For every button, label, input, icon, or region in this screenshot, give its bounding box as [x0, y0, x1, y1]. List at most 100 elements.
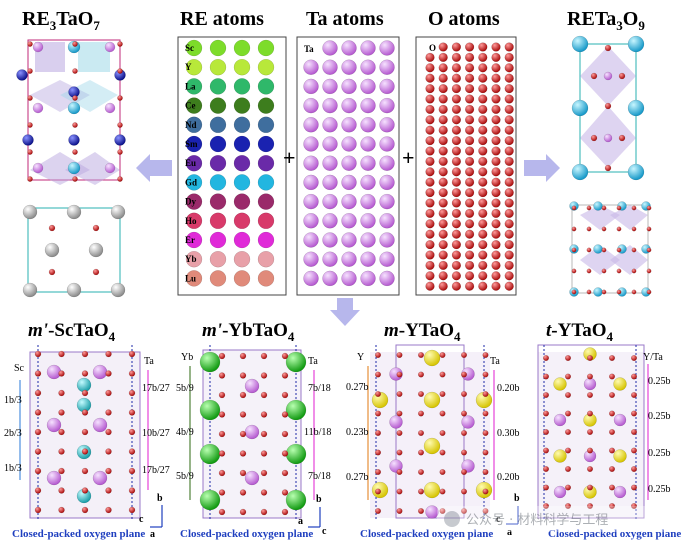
o-atom	[438, 250, 448, 260]
ta-atom	[461, 415, 475, 429]
o-atom	[504, 104, 514, 115]
re-atom	[257, 231, 275, 249]
re-atom	[571, 99, 589, 117]
ta-atom	[341, 117, 357, 133]
panel-1-caption: Closed-packed oxygen plane	[12, 528, 145, 540]
o-atom	[34, 370, 42, 377]
o-atom	[504, 156, 514, 167]
o-atom	[586, 247, 592, 253]
o-atom	[601, 268, 607, 274]
o-atom	[34, 448, 42, 455]
re-atom	[233, 193, 251, 210]
o-atom	[543, 484, 550, 491]
o-atom	[425, 73, 435, 83]
ta-atom	[341, 213, 357, 229]
o-atom	[438, 125, 448, 135]
o-atom	[465, 156, 475, 167]
ta-atom	[303, 117, 319, 133]
o-atom	[375, 469, 382, 476]
o-atom	[565, 392, 572, 399]
ta-atom	[46, 417, 62, 433]
re-atom	[285, 351, 307, 373]
ta-atom	[613, 413, 627, 427]
o-atom	[543, 503, 550, 510]
o-atom	[504, 177, 514, 187]
o-atom	[465, 115, 475, 125]
o-atom	[609, 392, 616, 399]
o-atom	[92, 224, 100, 232]
ta-atom	[389, 415, 403, 429]
re-atom	[209, 78, 227, 95]
o-atom	[504, 219, 514, 229]
panel-4-re-label: Y/Ta	[643, 352, 663, 363]
re-atom	[185, 39, 203, 57]
ta-atom	[379, 251, 395, 267]
ta-atom	[303, 213, 319, 229]
o-atom	[239, 372, 247, 379]
o-atom	[631, 447, 638, 454]
o-atom	[491, 63, 501, 73]
o-atom	[491, 250, 501, 260]
o-atom	[128, 487, 136, 494]
ta-atom	[379, 174, 395, 191]
re-atom	[553, 377, 567, 391]
o-atom	[504, 208, 514, 219]
o-atom	[465, 177, 475, 187]
o-atom	[396, 352, 403, 359]
o-atom	[565, 355, 572, 362]
ta-atom	[379, 59, 395, 75]
o-atom	[451, 260, 462, 271]
o-atom	[260, 450, 268, 457]
o-atom	[631, 410, 638, 417]
o-atom	[281, 391, 289, 399]
re-atom	[16, 69, 28, 81]
o-atom	[504, 94, 514, 104]
o-atom	[618, 134, 626, 142]
o-atom	[504, 271, 514, 281]
o-atom	[128, 506, 136, 514]
o-atom	[478, 73, 488, 83]
o-atom	[239, 450, 247, 457]
o-atom	[478, 260, 488, 271]
o-atom	[27, 41, 33, 47]
o-atom	[587, 392, 594, 399]
o-atom	[117, 149, 123, 155]
o-atom	[418, 449, 425, 456]
o-atom	[81, 409, 89, 416]
o-atom	[609, 373, 616, 380]
ta-atom	[244, 424, 260, 440]
o-atom	[601, 205, 607, 211]
o-atom	[425, 208, 435, 219]
re-atom	[209, 270, 227, 287]
o-atom	[117, 41, 123, 47]
o-atom	[504, 229, 514, 239]
re-element-label: Gd	[185, 177, 197, 187]
o-atom	[27, 68, 33, 74]
panel-4-right-dims: 0.25b 0.25b 0.25b 0.25b	[647, 364, 671, 500]
o-atom	[451, 52, 462, 63]
o-atom	[478, 229, 488, 239]
o-atom	[631, 355, 638, 362]
o-atom	[482, 371, 489, 378]
panel-3-left-label: 0.27b	[346, 472, 369, 483]
ta-atom	[104, 162, 116, 174]
panel-1-ta-label: Ta	[144, 356, 154, 367]
re-atom	[209, 135, 227, 153]
o-atom	[281, 352, 289, 360]
o-atom	[587, 410, 594, 417]
panel-3-right-label: 0.20b	[497, 472, 520, 483]
o-atom	[396, 449, 403, 456]
re-atom	[199, 351, 221, 373]
o-atom	[631, 392, 638, 399]
o-atom	[58, 506, 65, 514]
o-atom	[565, 447, 572, 454]
panel-1-title: m'-ScTaO4	[28, 320, 116, 344]
o-atom	[375, 352, 382, 359]
o-atom	[491, 52, 501, 63]
panel-2-caption: Closed-packed oxygen plane	[180, 528, 313, 540]
re-atom	[67, 101, 81, 115]
o-atom	[451, 281, 462, 291]
panel-4-atoms	[543, 347, 638, 510]
re-element-label: Nd	[185, 120, 197, 130]
o-atom	[438, 198, 448, 208]
